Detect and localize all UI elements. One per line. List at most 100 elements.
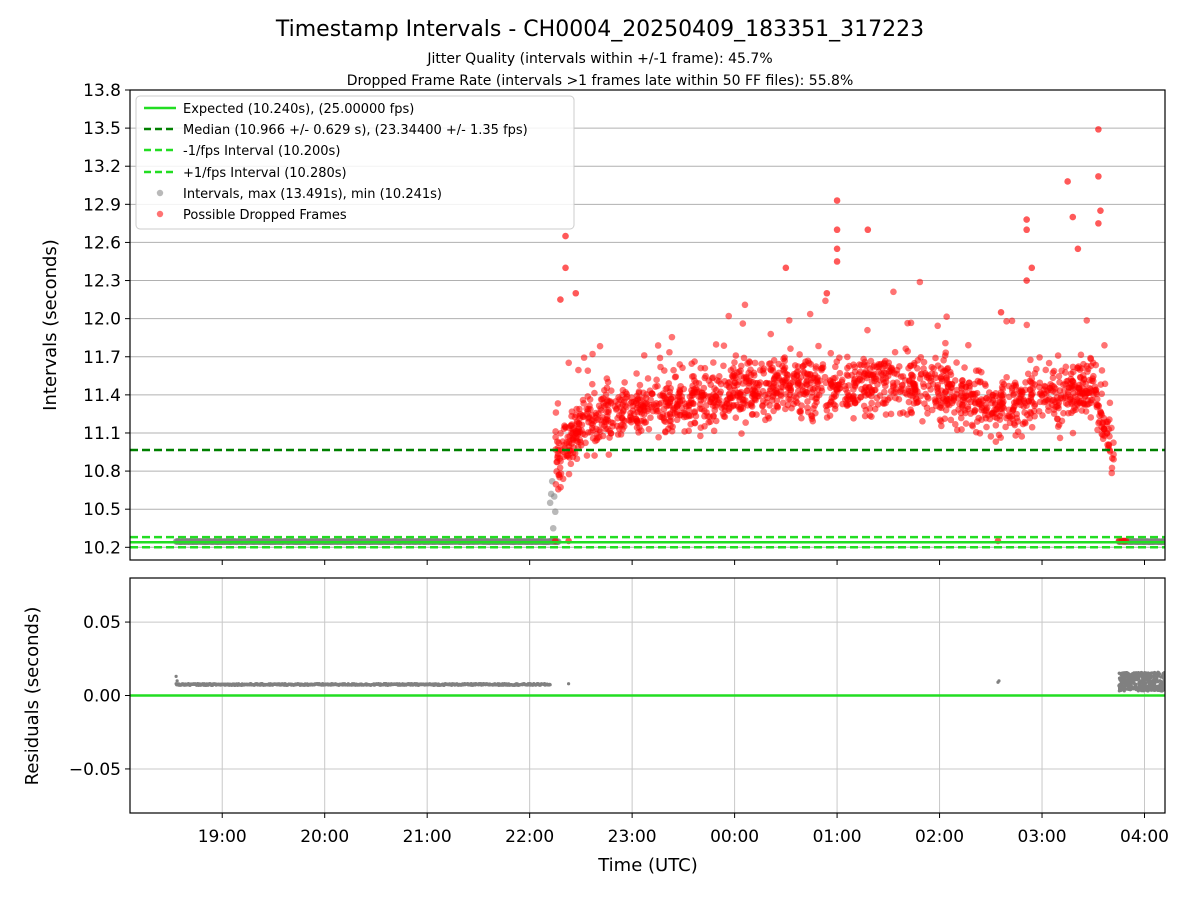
dropped-frame-point [560, 425, 568, 433]
residual-point [1141, 683, 1145, 687]
dropped-frame-point [942, 406, 950, 414]
bottom-y-tick-label: 0.00 [83, 687, 121, 707]
legend: Expected (10.240s), (25.00000 fps) Media… [135, 95, 575, 230]
residual-point [1132, 677, 1136, 682]
dropped-frame-point [552, 480, 560, 488]
dropped-frame-point [830, 394, 838, 401]
dropped-frame-point [942, 397, 949, 405]
dropped-frame-point [644, 375, 652, 382]
dropped-frame-point [1045, 407, 1052, 414]
dropped-frame-point [1055, 372, 1063, 380]
dropped-frame-point [1098, 430, 1106, 438]
dropped-frame-point [905, 364, 912, 372]
dropped-frame-point [656, 354, 664, 362]
dropped-frame-point [1080, 360, 1087, 368]
dropped-frame-point [629, 407, 637, 414]
dropped-frame-point [833, 358, 841, 365]
top-axes-frame [129, 89, 1166, 561]
dropped-frame-point [552, 409, 560, 416]
interval-point [549, 524, 557, 532]
dropped-frame-point [938, 422, 945, 430]
top-y-tick-label: 11.4 [83, 386, 121, 406]
dropped-frame-point [633, 370, 640, 377]
x-tick-label: 04:00 [1120, 827, 1169, 847]
dropped-frame-point [860, 388, 868, 395]
top-y-tick-label: 10.5 [83, 500, 121, 520]
dropped-frame-point [619, 386, 627, 394]
dropped-frame-point [940, 356, 947, 364]
dropped-frame-point [1108, 469, 1116, 477]
dropped-frame-point [584, 393, 592, 400]
dropped-frame-point [769, 393, 776, 401]
dropped-frame-point [720, 342, 728, 350]
dropped-frame-point [707, 381, 715, 388]
dropped-frame-point [668, 333, 676, 341]
dropped-frame-point [1097, 207, 1104, 214]
dropped-frame-point [774, 404, 782, 411]
dropped-frame-point [643, 391, 650, 398]
dropped-frame-point [905, 398, 913, 406]
dropped-frame-point [782, 405, 789, 413]
dropped-frame-point [1093, 390, 1100, 398]
dropped-frame-point [1070, 368, 1077, 376]
dropped-frame-point [603, 408, 610, 416]
dropped-frame-point [972, 367, 980, 374]
dropped-frame-point [1060, 409, 1067, 417]
dropped-frame-point [761, 391, 769, 399]
dropped-frame-point [720, 362, 727, 370]
dropped-frame-point [890, 288, 897, 296]
legend-entry-minus-fps: -1/fps Interval (10.200s) [183, 144, 340, 159]
dropped-frame-point [872, 373, 879, 381]
dropped-frame-point [623, 403, 630, 411]
dropped-frame-point [953, 386, 961, 394]
dropped-frame-point [772, 372, 779, 380]
dropped-frame-point [662, 385, 670, 393]
dropped-frame-point [566, 433, 573, 440]
dropped-frame-point [1108, 464, 1116, 472]
dropped-frame-point [924, 410, 931, 417]
dropped-frame-point [860, 355, 867, 363]
dropped-frame-point [927, 386, 934, 393]
dropped-frame-point [821, 373, 829, 381]
dropped-frame-point [647, 396, 654, 404]
dropped-frame-point [780, 367, 787, 374]
dropped-frame-point [596, 342, 604, 350]
dropped-frame-point [741, 301, 749, 309]
dropped-frame-point [999, 385, 1007, 393]
residual-point [1122, 689, 1126, 693]
dropped-frame-point [574, 431, 582, 438]
dropped-frame-point [983, 394, 990, 402]
dropped-frame-point [1093, 395, 1101, 403]
dropped-frame-point [666, 411, 674, 418]
dropped-frame-point [697, 424, 705, 432]
dropped-frame-point [1106, 399, 1114, 407]
dropped-frame-point [655, 407, 662, 415]
dropped-frame-point [1083, 317, 1091, 324]
x-tick-label: 01:00 [813, 827, 862, 847]
legend-entry-median: Median (10.966 +/- 0.629 s), (23.34400 +… [183, 123, 528, 138]
dropped-frame-point [731, 359, 738, 366]
dropped-frame-point [892, 388, 899, 396]
dropped-frame-point [850, 386, 857, 393]
dropped-frame-point [1110, 451, 1117, 458]
dropped-frame-point [891, 348, 899, 356]
residual-point [1122, 673, 1126, 677]
dropped-frame-point [666, 348, 673, 356]
dropped-frame-point [1098, 390, 1106, 398]
x-tick-label: 20:00 [300, 827, 349, 847]
dropped-frame-point [742, 419, 749, 426]
dropped-frame-point [1095, 220, 1102, 227]
dropped-frame-point [936, 416, 944, 424]
dropped-frame-point [679, 364, 686, 372]
dropped-frame-point [738, 430, 745, 437]
dropped-frame-point [1059, 395, 1067, 402]
dropped-frame-point [911, 384, 918, 391]
dropped-frame-point [857, 368, 864, 376]
dropped-frame-point [710, 391, 717, 398]
dropped-frame-point [966, 382, 973, 390]
dropped-frame-point [697, 432, 704, 440]
x-axis-label: Time (UTC) [597, 855, 698, 876]
dropped-frame-point [1110, 456, 1117, 463]
dropped-frame-point [1069, 363, 1077, 371]
dropped-frame-point [762, 416, 769, 424]
